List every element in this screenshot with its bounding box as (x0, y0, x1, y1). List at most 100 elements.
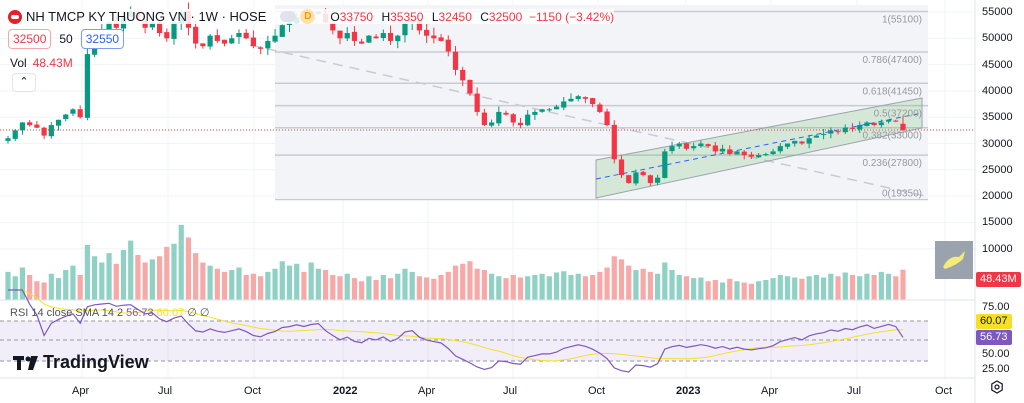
candle-body (337, 30, 343, 39)
candle-body (258, 47, 264, 49)
close-label: C (480, 9, 489, 24)
candle-body (265, 40, 271, 49)
candle-body (149, 22, 155, 28)
volume-bar (380, 275, 386, 300)
volume-bar (734, 281, 740, 300)
time-tick: 2022 (333, 385, 358, 397)
volume-bar (164, 246, 170, 300)
settings-gear-icon[interactable] (990, 380, 1004, 394)
volume-bar (626, 265, 632, 300)
rsi-tick: 75.00 (982, 301, 1010, 313)
price-tick: 45000 (982, 58, 1013, 71)
volume-bar (373, 280, 379, 300)
market-status-badge[interactable]: D (300, 9, 316, 24)
time-tick: Jul (847, 385, 862, 397)
interval: 1W (198, 9, 218, 24)
collapse-legend-button[interactable]: ⌃ (12, 73, 36, 92)
volume-bar (19, 267, 26, 300)
volume-bar (315, 268, 321, 300)
volume-bar (727, 278, 733, 300)
candle-body (19, 122, 26, 131)
volume-bar (63, 270, 69, 300)
candle-body (445, 39, 451, 52)
candle-body (452, 51, 459, 70)
change-value: −1150 (−3.42%) (528, 9, 615, 24)
candle-body (590, 98, 596, 105)
volume-bar (842, 272, 848, 300)
candle-body (626, 175, 632, 183)
volume-bar (70, 265, 76, 300)
volume-bar (395, 273, 401, 300)
tradingview-logo-icon (13, 355, 38, 370)
candle-body (561, 101, 567, 108)
volume-bar (214, 268, 220, 300)
visibility-toggle-icon[interactable] (280, 11, 297, 22)
volume-bar (5, 271, 11, 300)
volume-label: Vol (10, 56, 27, 70)
candle-body (553, 106, 560, 110)
open-label: O (330, 9, 340, 24)
buy-button[interactable]: 32550 (80, 29, 125, 49)
candle-body (900, 123, 906, 131)
rsi-value: 56.73 (126, 307, 154, 319)
volume-bar (597, 271, 603, 300)
volume-bar (676, 275, 682, 300)
rsi-extra-values: ∅ ∅ (187, 307, 210, 319)
open-value: 33750 (339, 9, 374, 24)
price-tick: 50000 (982, 32, 1013, 45)
volume-bar (590, 275, 596, 300)
candle-body (727, 149, 733, 155)
candle-body (236, 33, 242, 38)
volume-bar (279, 261, 285, 300)
candle-body (387, 32, 394, 41)
candle-body (77, 109, 83, 118)
candle-body (532, 111, 538, 115)
volume-bar (128, 240, 134, 300)
volume-bar (41, 282, 47, 300)
spread: 50 (59, 32, 73, 46)
volume-bar (799, 278, 805, 300)
volume-bar (431, 278, 437, 300)
volume-bar (12, 276, 18, 300)
candle-body (893, 120, 899, 122)
volume-bar (669, 270, 675, 300)
sell-button[interactable]: 32500 (8, 29, 52, 49)
volume-bar (301, 271, 307, 300)
price-tick: 10000 (982, 242, 1013, 255)
symbol-legend[interactable]: NH TMCP KY THUONG VN · 1W · HOSE D O3375… (8, 9, 615, 24)
candle-body (669, 146, 675, 152)
high-label: H (381, 9, 391, 24)
fib-level-label: 1(55100) (882, 14, 922, 25)
candle-body (193, 26, 199, 44)
volume-bar (821, 277, 827, 300)
volume-bar (712, 280, 718, 300)
parallel-channel[interactable] (595, 97, 923, 199)
volume-bar (84, 245, 90, 300)
fib-labels: 1(55100) 0.786(47400) 0.618(41450) 0.5(3720… (863, 14, 923, 199)
candle-body (27, 122, 33, 126)
volume-bar (229, 270, 235, 300)
candle-body (813, 135, 819, 138)
bull-logo-icon (935, 241, 973, 279)
candle-body (719, 148, 726, 152)
rsi-tick: 25.00 (982, 363, 1010, 375)
low-value: 32450 (438, 9, 472, 24)
candle-body (662, 151, 668, 178)
trend-line-dashed[interactable] (249, 44, 926, 197)
candle-body (380, 33, 386, 39)
volume-bar (135, 255, 141, 300)
volume-bar (452, 265, 459, 300)
candle-body (647, 175, 653, 183)
high-value: 35350 (390, 9, 424, 24)
candle-body (5, 138, 11, 141)
candle-body (272, 35, 278, 42)
volume-bar (561, 271, 567, 300)
tradingview-logo[interactable]: TradingView (13, 352, 149, 373)
volume-bar (193, 253, 199, 300)
volume-bar (221, 271, 228, 300)
volume-bar (99, 262, 105, 300)
candle-body (496, 111, 502, 124)
volume-bar (243, 275, 249, 300)
candle-body (683, 143, 690, 149)
